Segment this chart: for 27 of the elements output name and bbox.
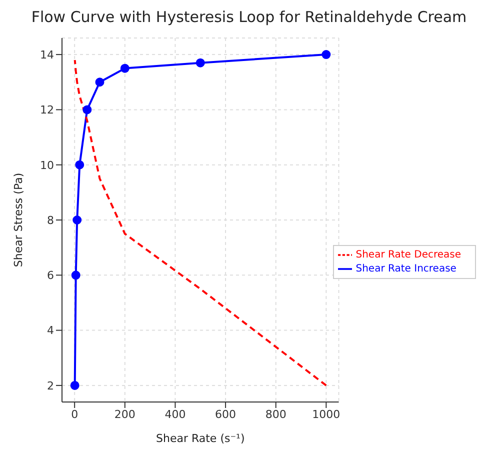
point [196, 58, 205, 68]
point [71, 270, 80, 280]
y-tick-label: 6 [47, 269, 54, 282]
point [120, 64, 130, 73]
x-tick-label: 200 [114, 408, 136, 421]
y-tick-label: 10 [40, 158, 54, 172]
y-tick-label: 12 [40, 104, 54, 117]
x-tick-label: 1000 [312, 408, 340, 421]
x-tick-label: 600 [215, 408, 236, 421]
point [70, 380, 80, 390]
x-tick-label: 0 [71, 408, 78, 421]
point [72, 216, 82, 224]
x-tick-label: 400 [164, 408, 186, 421]
x-axis-title: Shear Rate (s⁻¹) [156, 432, 245, 445]
point [95, 78, 104, 87]
y-axis-title: Shear Stress (Pa) [12, 172, 25, 268]
y-tick-label: 8 [47, 214, 54, 227]
point [75, 160, 84, 170]
point [322, 50, 331, 60]
x-tick-label: 800 [265, 408, 286, 421]
chart-title: Flow Curve with Hysteresis Loop for Retinaldehyde Cream [30, 8, 468, 28]
y-tick-label: 4 [47, 324, 54, 338]
point [82, 105, 92, 114]
y-tick-label: 2 [47, 379, 54, 392]
legend-label: Shear Rate Increase [356, 264, 456, 275]
legend-label: Shear Rate Decrease [356, 250, 461, 261]
y-tick-label: 14 [40, 48, 54, 62]
